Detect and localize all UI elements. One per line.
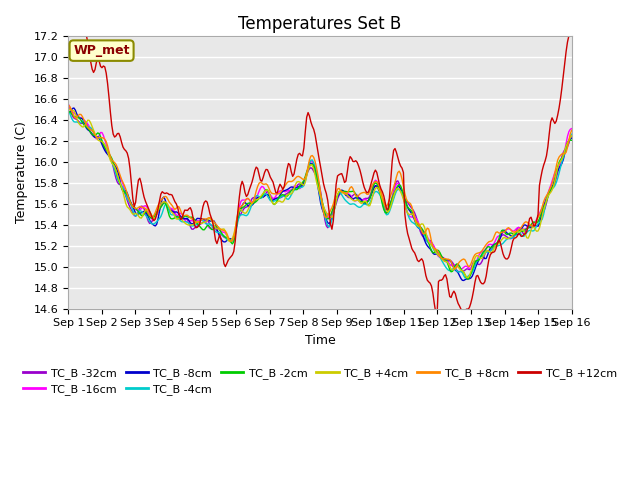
TC_B +8cm — [285, 179, 292, 184]
TC_B -8cm — [241, 200, 249, 205]
TC_B +12cm — [433, 312, 441, 318]
TC_B -4cm — [541, 204, 549, 210]
TC_B -16cm — [240, 197, 248, 203]
Line: TC_B -2cm: TC_B -2cm — [68, 111, 572, 279]
Line: TC_B -16cm: TC_B -16cm — [68, 104, 572, 269]
TC_B +4cm — [126, 207, 134, 213]
TC_B +12cm — [568, 31, 575, 36]
TC_B -4cm — [285, 196, 292, 202]
Y-axis label: Temperature (C): Temperature (C) — [15, 121, 28, 223]
TC_B -32cm — [65, 102, 72, 108]
TC_B -2cm — [541, 201, 549, 207]
TC_B -32cm — [214, 229, 222, 235]
TC_B -32cm — [285, 190, 292, 195]
TC_B +12cm — [216, 232, 223, 238]
TC_B -8cm — [460, 277, 468, 283]
TC_B -16cm — [568, 126, 575, 132]
X-axis label: Time: Time — [305, 334, 335, 347]
TC_B -4cm — [214, 229, 222, 235]
TC_B -32cm — [240, 206, 248, 212]
TC_B +8cm — [65, 102, 72, 108]
TC_B +4cm — [231, 226, 239, 231]
TC_B +8cm — [240, 201, 248, 207]
TC_B +4cm — [65, 106, 72, 111]
TC_B +8cm — [541, 195, 549, 201]
Title: Temperatures Set B: Temperatures Set B — [238, 15, 402, 33]
TC_B +4cm — [214, 226, 222, 232]
TC_B -2cm — [240, 204, 248, 210]
TC_B -32cm — [126, 204, 134, 210]
TC_B -16cm — [214, 226, 222, 231]
TC_B -2cm — [568, 137, 575, 143]
TC_B -8cm — [127, 201, 135, 206]
TC_B -32cm — [456, 269, 463, 275]
TC_B +4cm — [541, 203, 549, 208]
TC_B -2cm — [285, 192, 292, 198]
TC_B -8cm — [568, 135, 575, 141]
TC_B -8cm — [216, 234, 223, 240]
TC_B -16cm — [541, 199, 549, 204]
TC_B -16cm — [231, 231, 239, 237]
TC_B +4cm — [285, 191, 292, 197]
TC_B -8cm — [70, 105, 78, 111]
TC_B -4cm — [65, 108, 72, 114]
TC_B +8cm — [126, 199, 134, 204]
TC_B -32cm — [541, 205, 549, 211]
TC_B +12cm — [65, 19, 72, 24]
Line: TC_B -8cm: TC_B -8cm — [68, 108, 572, 280]
TC_B +4cm — [464, 275, 472, 281]
TC_B +8cm — [214, 224, 222, 230]
TC_B -4cm — [126, 200, 134, 206]
Line: TC_B +8cm: TC_B +8cm — [68, 105, 572, 269]
TC_B +12cm — [73, 15, 81, 21]
TC_B -8cm — [286, 185, 294, 191]
TC_B +4cm — [240, 210, 248, 216]
TC_B -2cm — [231, 232, 239, 238]
TC_B +12cm — [233, 223, 241, 229]
TC_B +8cm — [451, 266, 459, 272]
TC_B -4cm — [240, 212, 248, 217]
TC_B -2cm — [214, 225, 222, 230]
TC_B -16cm — [65, 101, 72, 107]
TC_B +4cm — [568, 133, 575, 139]
Line: TC_B -32cm: TC_B -32cm — [68, 105, 572, 272]
Text: WP_met: WP_met — [74, 44, 130, 57]
TC_B +8cm — [568, 127, 575, 133]
TC_B +12cm — [543, 153, 550, 159]
TC_B -8cm — [233, 223, 241, 228]
Line: TC_B +12cm: TC_B +12cm — [68, 18, 572, 315]
TC_B -16cm — [285, 188, 292, 193]
TC_B -4cm — [568, 131, 575, 137]
Legend: TC_B -32cm, TC_B -16cm, TC_B -8cm, TC_B -4cm, TC_B -2cm, TC_B +4cm, TC_B +8cm, T: TC_B -32cm, TC_B -16cm, TC_B -8cm, TC_B … — [19, 363, 621, 399]
TC_B +12cm — [241, 190, 249, 195]
TC_B -16cm — [457, 266, 465, 272]
TC_B +12cm — [127, 180, 135, 186]
TC_B -2cm — [126, 198, 134, 204]
Line: TC_B -4cm: TC_B -4cm — [68, 111, 572, 278]
TC_B -4cm — [231, 233, 239, 239]
TC_B +8cm — [231, 227, 239, 233]
TC_B -8cm — [65, 110, 72, 116]
TC_B -2cm — [464, 276, 472, 282]
Line: TC_B +4cm: TC_B +4cm — [68, 108, 572, 278]
TC_B -16cm — [126, 201, 134, 206]
TC_B -2cm — [65, 108, 72, 114]
TC_B +12cm — [286, 162, 294, 168]
TC_B -4cm — [461, 275, 469, 281]
TC_B -32cm — [568, 132, 575, 138]
TC_B -8cm — [543, 196, 550, 202]
TC_B -32cm — [231, 229, 239, 235]
